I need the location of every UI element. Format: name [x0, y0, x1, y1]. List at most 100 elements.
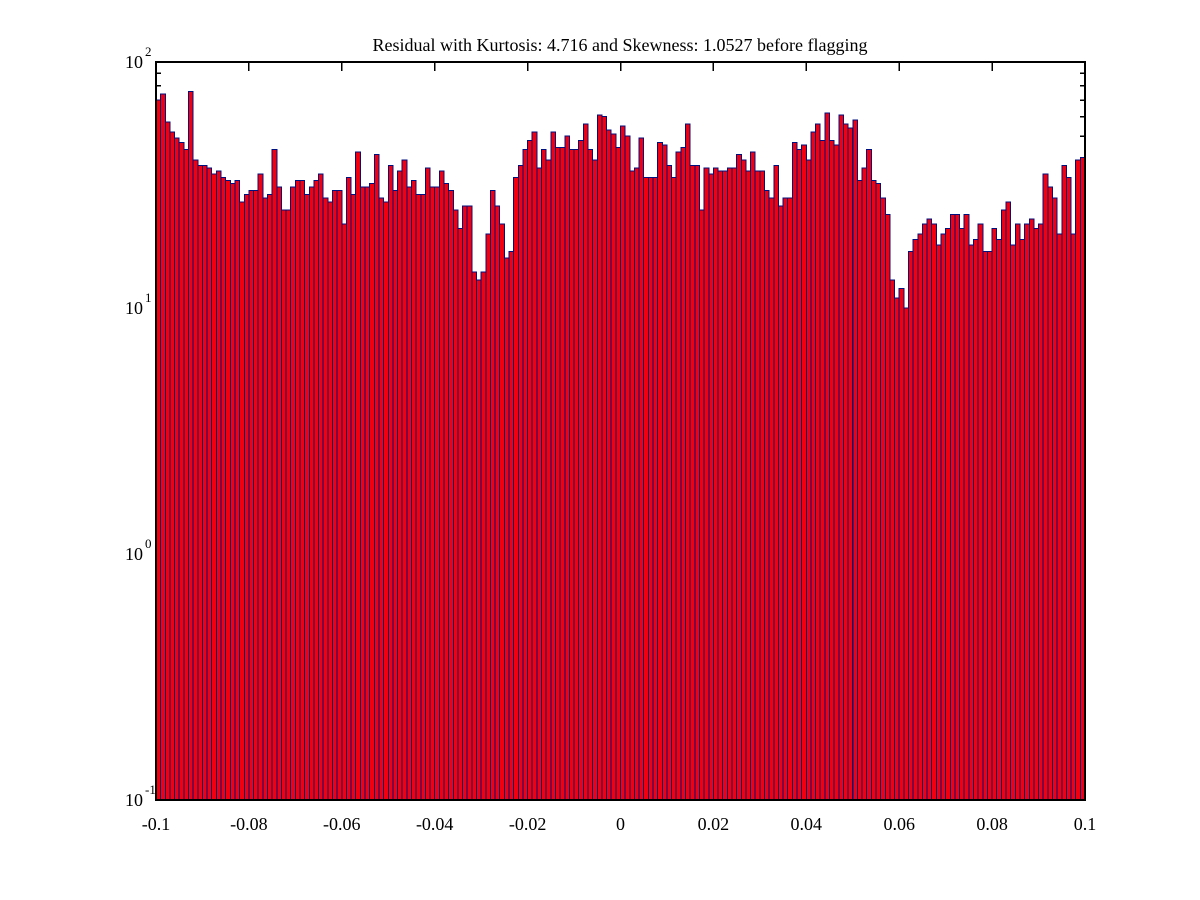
histogram-bar	[271, 149, 278, 801]
histogram-bar	[266, 193, 273, 801]
histogram-bar	[499, 223, 505, 801]
histogram-bar	[471, 271, 477, 801]
histogram-bar	[620, 125, 626, 801]
histogram-bar	[341, 223, 347, 801]
histogram-bar	[1065, 176, 1072, 801]
histogram-bar	[754, 170, 761, 801]
histogram-bar	[759, 170, 765, 801]
histogram-bar	[708, 173, 714, 801]
histogram-bar	[169, 131, 176, 801]
histogram-bar	[294, 179, 301, 801]
histogram-bar	[903, 307, 909, 801]
histogram-bar	[587, 149, 594, 801]
histogram-bar	[935, 244, 942, 801]
histogram-bar	[313, 179, 320, 801]
histogram-bar	[945, 228, 951, 801]
chart-title: Residual with Kurtosis: 4.716 and Skewne…	[373, 35, 868, 55]
histogram-bar	[866, 149, 872, 801]
histogram-bar	[782, 197, 789, 801]
histogram-bar	[332, 190, 338, 801]
histogram-bar	[982, 250, 988, 801]
y-tick-exponent: 1	[145, 290, 152, 305]
histogram-bar	[234, 179, 241, 801]
x-tick-label: -0.08	[230, 814, 268, 834]
histogram-bar	[949, 213, 956, 801]
histogram-bar	[262, 197, 268, 801]
histogram-bar	[838, 114, 844, 801]
histogram-bar	[476, 279, 482, 801]
histogram-bar	[229, 183, 236, 801]
histogram-bar	[178, 142, 185, 801]
histogram-bar	[1024, 223, 1030, 801]
histogram-bar	[870, 179, 877, 801]
histogram-bar	[1056, 233, 1063, 801]
histogram-bar	[917, 233, 923, 801]
histogram-bar	[160, 93, 166, 801]
histogram-bar	[773, 164, 779, 801]
x-tick-label: -0.04	[416, 814, 454, 834]
histogram-bar	[183, 149, 190, 801]
histogram-bar	[564, 135, 570, 801]
histogram-bar	[1075, 159, 1081, 801]
histogram-bar	[573, 149, 580, 801]
histogram-bar	[480, 271, 487, 801]
histogram-bar	[907, 250, 914, 801]
histogram-bar	[253, 190, 259, 801]
histogram-bar	[986, 250, 993, 801]
x-axis-tick-labels: -0.1 -0.08 -0.06 -0.04 -0.02 0 0.02 0.04 0.06 0.0…	[142, 814, 1097, 834]
histogram-bar	[164, 121, 171, 801]
histogram-bar	[1070, 233, 1077, 801]
histogram-bar	[596, 114, 603, 801]
histogram-bar	[1010, 244, 1016, 801]
histogram-bar	[1061, 164, 1067, 801]
histogram-bar	[239, 201, 245, 801]
histogram-bar	[522, 149, 529, 801]
histogram-bar	[1000, 209, 1007, 801]
x-tick-label: -0.1	[142, 814, 171, 834]
histogram-bar	[369, 183, 375, 801]
histogram-bar	[694, 164, 700, 801]
histogram-bar	[215, 170, 222, 801]
histogram-bar	[545, 159, 552, 801]
histogram-bar	[410, 179, 417, 801]
histogram-bar	[940, 233, 947, 801]
histogram-bar	[931, 223, 937, 801]
histogram-bar	[624, 135, 631, 801]
histogram-bar	[424, 167, 431, 801]
histogram-bar	[327, 201, 334, 801]
histogram-bar	[777, 205, 784, 801]
histogram-bar	[536, 167, 543, 801]
histogram-bar	[392, 190, 399, 801]
x-tick-label: 0.06	[883, 814, 915, 834]
histogram-bar	[1028, 218, 1035, 801]
histogram-bar	[248, 190, 255, 801]
histogram-bar	[680, 146, 687, 801]
y-tick-exponent: -1	[145, 782, 156, 797]
histogram-bar	[801, 144, 807, 801]
histogram-bar	[829, 139, 835, 801]
histogram-bar	[745, 170, 752, 801]
y-tick-exponent: 0	[145, 536, 152, 551]
histogram-bar	[698, 209, 705, 801]
histogram-bar	[717, 170, 724, 801]
histogram-bar	[322, 197, 329, 801]
histogram-bar	[508, 250, 515, 801]
histogram-bar	[889, 279, 896, 801]
histogram-bar	[805, 159, 812, 801]
x-tick-label: 0.1	[1074, 814, 1097, 834]
x-tick-label: 0.04	[791, 814, 823, 834]
histogram-bar	[559, 146, 566, 801]
histogram-bar	[276, 186, 282, 801]
histogram-bar	[494, 205, 501, 801]
histogram-bar	[898, 288, 905, 801]
histogram-bar	[815, 123, 821, 801]
histogram-bar	[503, 257, 510, 801]
histogram-bar	[875, 183, 882, 801]
histogram-bar	[824, 112, 831, 801]
histogram-bar	[201, 164, 208, 801]
histogram-bar	[420, 193, 426, 801]
y-tick-exponent: 2	[145, 44, 152, 59]
histogram-bar	[1042, 173, 1049, 801]
histogram-bar	[921, 223, 928, 801]
